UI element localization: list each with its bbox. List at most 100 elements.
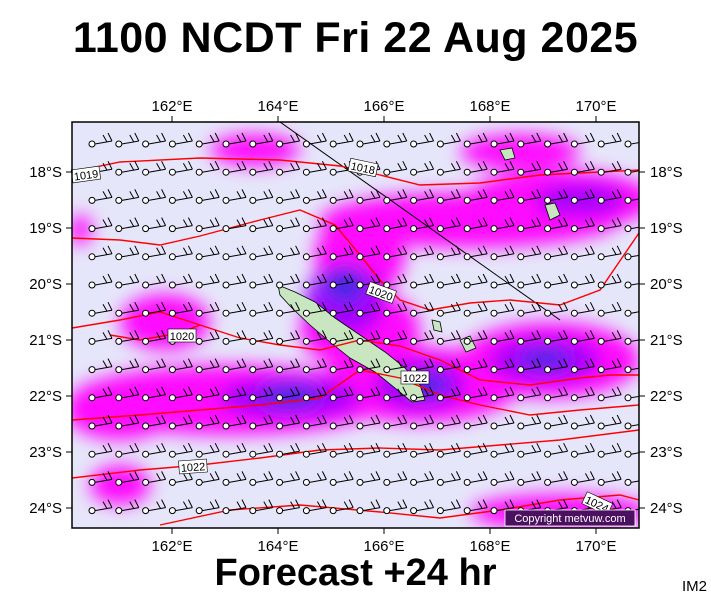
wind-barb (276, 442, 301, 458)
wind-barb (597, 217, 622, 233)
wind-barb (383, 386, 408, 402)
wind-barb (624, 417, 639, 430)
wind-barb (436, 499, 461, 515)
wind-barb (329, 386, 354, 402)
wind-barb (329, 245, 354, 261)
wind-barb (490, 442, 515, 458)
wind-barb (463, 301, 488, 317)
wind-barb (329, 442, 354, 458)
wind-barb (383, 330, 408, 345)
wind-barb (276, 160, 301, 176)
wind-barb (463, 442, 488, 458)
wind-barb (490, 245, 515, 261)
wind-barb (597, 301, 622, 317)
wind-barb (356, 217, 381, 233)
wind-barb (436, 189, 461, 204)
wind-barb (142, 358, 167, 374)
map-title: 1100 NCDT Fri 22 Aug 2025 (72, 14, 639, 62)
wind-barb (410, 245, 435, 261)
wind-barb (490, 273, 515, 289)
wind-barb (88, 414, 113, 430)
wind-barb (570, 442, 595, 458)
wind-barb (383, 189, 408, 204)
wind-barb (490, 330, 515, 345)
wind-barb (249, 301, 274, 317)
forecast-label: Forecast +24 hr (214, 552, 497, 594)
wind-barb (410, 189, 435, 204)
wind-barb (463, 217, 488, 233)
wind-barb (517, 301, 542, 317)
wind-barb (597, 414, 622, 430)
wind-barb (517, 442, 542, 458)
wind-barb (436, 160, 461, 176)
wind-barb (490, 499, 515, 515)
wind-barb (329, 414, 354, 430)
wind-barb (168, 386, 193, 402)
wind-barb (88, 273, 113, 289)
wind-barb (463, 245, 488, 261)
wind-barb (249, 358, 274, 374)
wind-barb (490, 471, 515, 486)
wind-barb (463, 358, 488, 374)
wind-barb (463, 189, 488, 204)
wind-barb (168, 160, 193, 176)
wind-barb (195, 358, 220, 374)
wind-barb (410, 414, 435, 430)
wind-barb (168, 471, 193, 486)
wind-barb (436, 442, 461, 458)
wind-barb (570, 414, 595, 430)
wind-barb (249, 273, 274, 289)
wind-barb (302, 442, 327, 458)
wind-barb (570, 160, 595, 176)
wind-barb (329, 189, 354, 204)
wind-barb (383, 414, 408, 430)
wind-barb (302, 386, 327, 402)
wind-barb (195, 414, 220, 430)
wind-barb (356, 414, 381, 430)
wind-barb (276, 499, 301, 515)
wind-barb (276, 471, 301, 486)
wind-barb (410, 330, 435, 345)
wind-barb (276, 245, 301, 261)
wind-barb (517, 471, 542, 486)
wind-barb (195, 386, 220, 402)
lat-label: 18°S (650, 164, 683, 181)
wind-barb (195, 471, 220, 486)
wind-barb (142, 189, 167, 204)
wind-barb (142, 217, 167, 233)
wind-barb (276, 414, 301, 430)
wind-barb (517, 386, 542, 402)
wind-barb (222, 189, 247, 204)
lat-label: 18°S (29, 164, 62, 181)
wind-barb (570, 330, 595, 345)
wind-barb (383, 245, 408, 261)
wind-barb (356, 499, 381, 515)
wind-barb (115, 386, 140, 402)
wind-barb (249, 471, 274, 486)
wind-barb (88, 330, 113, 345)
wind-barb (383, 499, 408, 515)
wind-barb (195, 442, 220, 458)
wind-barb (570, 471, 595, 486)
lat-labels-right: 18°S 19°S 20°S 21°S 22°S 23°S 24°S (650, 164, 683, 517)
wind-barb (115, 414, 140, 430)
wind-barb (222, 273, 247, 289)
lon-label: 164°E (257, 538, 298, 555)
wind-barb (356, 132, 381, 148)
wind-barb (544, 330, 569, 345)
wind-barb (222, 160, 247, 176)
wind-barb (544, 471, 569, 486)
wind-barb (356, 189, 381, 204)
wind-barb (168, 245, 193, 261)
wind-barb (356, 442, 381, 458)
wind-barb (115, 442, 140, 458)
wind-barb (463, 386, 488, 402)
wind-barb (383, 160, 408, 176)
wind-barb (436, 471, 461, 486)
lon-label: 168°E (469, 538, 510, 555)
wind-barb (249, 442, 274, 458)
wind-barb (115, 499, 140, 515)
wind-barb (624, 135, 639, 148)
wind-barb (115, 301, 140, 317)
wind-barb (88, 217, 113, 233)
